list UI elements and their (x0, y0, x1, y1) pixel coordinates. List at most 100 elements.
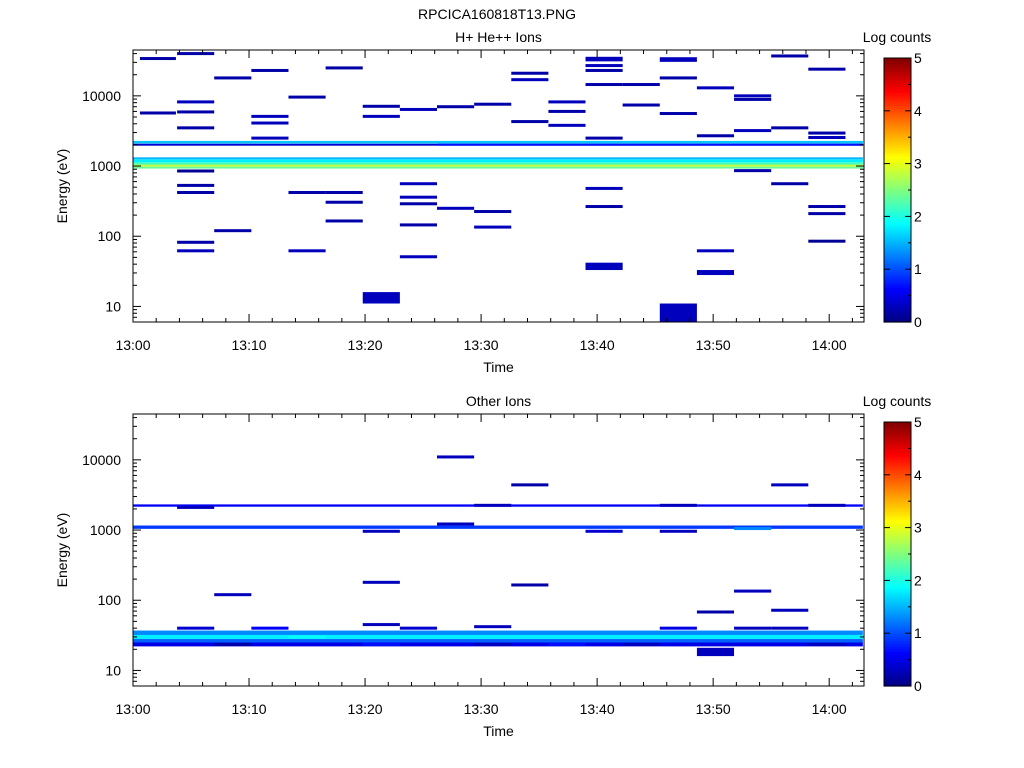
colorbar-segment (884, 445, 911, 449)
colorbar-segment (884, 443, 911, 447)
colorbar-segment (884, 670, 911, 674)
colorbar-segment (884, 633, 911, 637)
x-tick-label: 13:20 (348, 701, 383, 717)
colorbar-tick-label: 3 (914, 520, 922, 536)
spectrogram-cell (808, 131, 846, 135)
spectrogram-band (133, 162, 863, 165)
colorbar-segment (884, 58, 911, 62)
spectrogram-cell (177, 190, 215, 194)
colorbar-segment (884, 311, 911, 315)
spectrogram-cell (399, 107, 438, 111)
colorbar-segment (884, 572, 911, 576)
spectrogram-cell (288, 95, 326, 99)
colorbar-segment (884, 205, 911, 210)
colorbar-segment (884, 590, 911, 595)
x-tick-label: 13:10 (232, 701, 267, 717)
colorbar-segment (884, 588, 911, 592)
colorbar-segment (884, 137, 911, 141)
colorbar-segment (884, 466, 911, 471)
spectrogram-band (133, 159, 863, 163)
spectrogram-band (133, 164, 863, 167)
colorbar-segment (884, 153, 911, 157)
spectrogram-cell (288, 635, 326, 639)
colorbar-segment (884, 480, 911, 484)
colorbar-segment (884, 472, 911, 476)
spectrogram-cell (808, 239, 846, 243)
colorbar-label: Log counts (863, 393, 932, 409)
spectrogram-cell (734, 589, 772, 593)
spectrogram-cell (622, 642, 660, 646)
colorbar-segment (884, 561, 911, 566)
x-tick-label: 13:50 (696, 701, 731, 717)
spectrogram-cell (177, 126, 215, 130)
colorbar-segment (884, 540, 911, 545)
colorbar-segment (884, 118, 911, 122)
colorbar-segment (884, 569, 911, 574)
colorbar-segment (884, 469, 911, 473)
spectrogram-cell (399, 255, 438, 259)
colorbar-segment (884, 287, 911, 291)
x-tick-label: 14:00 (812, 701, 847, 717)
spectrogram-cell (696, 249, 735, 253)
colorbar-segment (884, 192, 911, 196)
colorbar-segment (884, 68, 911, 72)
colorbar-segment (884, 495, 911, 500)
colorbar-tick-label: 5 (914, 50, 922, 66)
spectrogram-cell (399, 182, 438, 186)
colorbar-segment (884, 84, 911, 88)
colorbar-segment (884, 139, 911, 144)
colorbar-segment (884, 76, 911, 80)
colorbar-segment (884, 166, 911, 170)
colorbar-segment (884, 129, 911, 133)
spectrogram-cell (585, 136, 623, 140)
spectrogram-cell (474, 642, 512, 646)
colorbar-segment (884, 79, 911, 83)
colorbar-segment (884, 124, 911, 128)
spectrogram-cell (696, 270, 735, 276)
colorbar-segment (884, 474, 911, 479)
y-axis-label: Energy (eV) (54, 513, 70, 588)
spectrogram-cell (437, 105, 475, 109)
spectrogram-cell (771, 54, 809, 58)
spectrogram-cell (585, 186, 623, 190)
spectrogram-cell (139, 111, 176, 115)
y-tick-label: 100 (98, 592, 122, 608)
spectrogram-cell (362, 104, 400, 108)
colorbar-segment (884, 131, 911, 136)
colorbar-segment (884, 432, 911, 436)
spectrogram-cell (362, 642, 400, 646)
spectrogram-cell (177, 110, 215, 114)
colorbar-segment (884, 282, 911, 286)
spectrogram-cell (659, 112, 697, 116)
colorbar-segment (884, 200, 911, 204)
spectrogram-cell (325, 66, 363, 70)
colorbar-segment (884, 546, 911, 550)
colorbar-segment (884, 654, 911, 658)
spectrogram-cell (251, 136, 289, 140)
colorbar-label: Log counts (863, 29, 932, 45)
colorbar-segment (884, 229, 911, 233)
colorbar-segment (884, 87, 911, 91)
spectrogram-cell (399, 195, 438, 199)
y-tick-label: 100 (98, 228, 122, 244)
colorbar-segment (884, 456, 911, 460)
colorbar-segment (884, 503, 911, 508)
colorbar-segment (884, 126, 911, 130)
spectrogram-cell (808, 642, 846, 646)
colorbar-segment (884, 134, 911, 138)
colorbar-segment (884, 675, 911, 679)
spectrogram-band (133, 525, 863, 529)
x-tick-label: 13:40 (580, 337, 615, 353)
colorbar-segment (884, 614, 911, 618)
colorbar-segment (884, 556, 911, 560)
colorbar-segment (884, 261, 911, 265)
colorbar-segment (884, 142, 911, 146)
colorbar-segment (884, 190, 911, 194)
spectrogram-cell (474, 102, 512, 106)
colorbar-segment (884, 145, 911, 149)
spectrogram-cell (734, 129, 772, 133)
colorbar-segment (884, 163, 911, 167)
colorbar-segment (884, 501, 911, 505)
spectrogram-band (133, 166, 863, 169)
